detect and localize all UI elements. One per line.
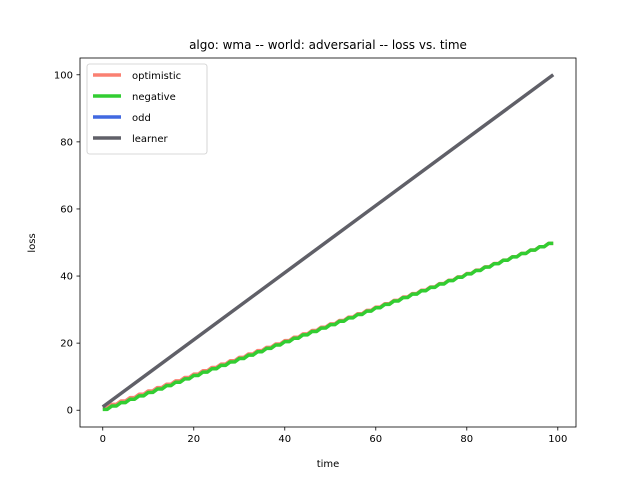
y-axis-label: loss [27, 233, 38, 252]
y-tick-label: 80 [60, 137, 73, 148]
plot-area [79, 57, 577, 428]
x-tick-label: 0 [100, 434, 106, 445]
y-tick-label: 60 [60, 204, 73, 215]
legend-label-learner: learner [132, 134, 168, 145]
y-tick-label: 100 [54, 70, 73, 81]
series-line-learner [101, 73, 555, 409]
legend: optimistic negative odd learner [86, 63, 208, 155]
legend-label-negative: negative [132, 92, 176, 103]
x-tick-label: 80 [460, 434, 473, 445]
legend-label-odd: odd [132, 113, 151, 124]
y-axis: 0 20 40 60 80 100 [54, 70, 80, 417]
x-axis: 0 20 40 60 80 100 [100, 427, 567, 445]
legend-box [86, 63, 208, 155]
plot-frame [79, 57, 577, 428]
x-tick-label: 100 [548, 434, 567, 445]
x-tick-label: 20 [187, 434, 200, 445]
y-tick-label: 40 [60, 272, 73, 283]
y-tick-label: 20 [60, 339, 73, 350]
x-axis-label: time [317, 459, 340, 470]
series-line-odd [103, 243, 554, 411]
y-tick-label: 0 [67, 406, 73, 417]
x-tick-label: 40 [278, 434, 291, 445]
legend-label-optimistic: optimistic [132, 71, 181, 82]
chart-title: algo: wma -- world: adversarial -- loss … [189, 38, 467, 52]
series-group [101, 73, 555, 412]
x-tick-label: 60 [369, 434, 382, 445]
series-line-negative [102, 241, 554, 412]
